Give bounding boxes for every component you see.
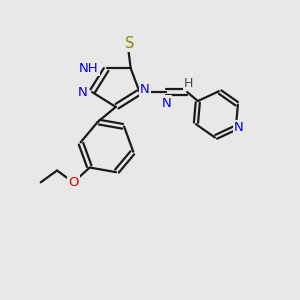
Text: N: N bbox=[234, 121, 244, 134]
Text: NH: NH bbox=[79, 62, 99, 75]
Text: O: O bbox=[68, 176, 79, 189]
Text: N: N bbox=[161, 97, 171, 110]
Text: H: H bbox=[184, 76, 193, 90]
Text: N: N bbox=[78, 85, 88, 98]
Text: S: S bbox=[124, 35, 134, 50]
Text: N: N bbox=[140, 83, 150, 96]
